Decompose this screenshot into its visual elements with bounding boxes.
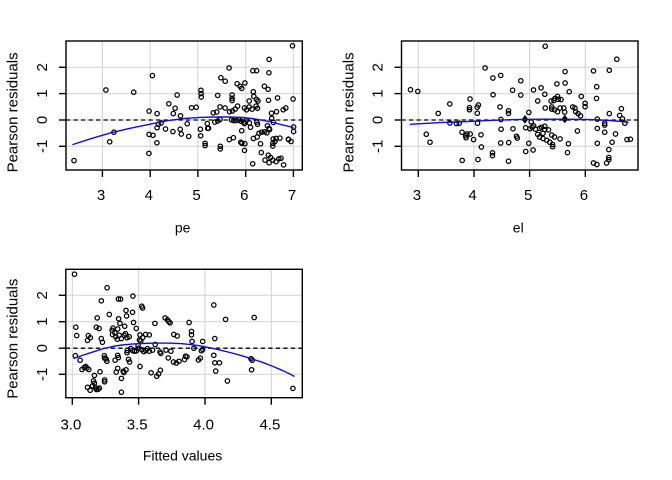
svg-text:7: 7 bbox=[288, 187, 296, 204]
svg-text:Fitted values: Fitted values bbox=[143, 448, 222, 464]
svg-text:5: 5 bbox=[192, 187, 200, 204]
svg-text:1: 1 bbox=[370, 89, 387, 97]
svg-text:4.5: 4.5 bbox=[259, 417, 280, 434]
svg-text:0: 0 bbox=[34, 116, 51, 124]
svg-text:4: 4 bbox=[468, 187, 476, 204]
svg-text:el: el bbox=[513, 220, 524, 236]
svg-text:5: 5 bbox=[524, 187, 532, 204]
svg-text:pe: pe bbox=[175, 220, 191, 236]
svg-text:2: 2 bbox=[34, 291, 51, 299]
svg-text:2: 2 bbox=[34, 63, 51, 71]
svg-text:Pearson residuals: Pearson residuals bbox=[5, 52, 22, 172]
svg-text:6: 6 bbox=[580, 187, 588, 204]
svg-text:1: 1 bbox=[34, 318, 51, 326]
svg-text:Pearson residuals: Pearson residuals bbox=[341, 52, 358, 172]
svg-text:4: 4 bbox=[145, 187, 153, 204]
svg-text:6: 6 bbox=[240, 187, 248, 204]
svg-text:3.5: 3.5 bbox=[127, 417, 148, 434]
svg-text:3: 3 bbox=[97, 187, 105, 204]
svg-text:3: 3 bbox=[413, 187, 421, 204]
svg-text:-1: -1 bbox=[34, 368, 51, 381]
svg-text:1: 1 bbox=[34, 89, 51, 97]
svg-text:0: 0 bbox=[370, 116, 387, 124]
svg-text:2: 2 bbox=[370, 63, 387, 71]
svg-text:-1: -1 bbox=[34, 140, 51, 153]
svg-text:0: 0 bbox=[34, 344, 51, 352]
svg-text:4.0: 4.0 bbox=[193, 417, 214, 434]
svg-text:3.0: 3.0 bbox=[60, 417, 81, 434]
svg-text:-1: -1 bbox=[370, 140, 387, 153]
svg-text:Pearson residuals: Pearson residuals bbox=[5, 279, 22, 399]
